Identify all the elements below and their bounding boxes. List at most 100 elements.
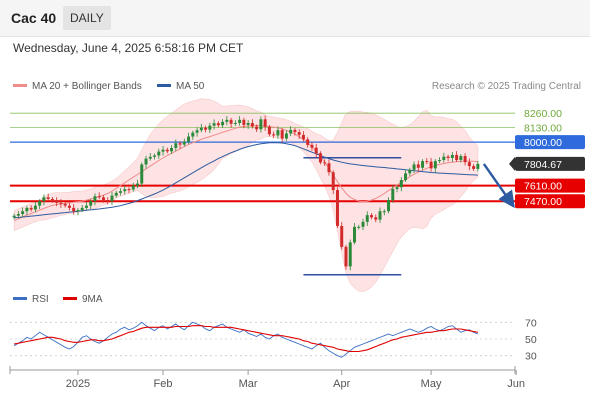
candle <box>238 116 242 126</box>
candle <box>123 185 127 195</box>
candle <box>195 127 199 137</box>
ma50-label: MA 50 <box>176 81 205 92</box>
candle <box>131 182 135 192</box>
rsi-tick-30: 30 <box>525 351 537 363</box>
candle <box>255 124 259 133</box>
candle <box>318 151 322 165</box>
candle <box>80 204 84 213</box>
candle <box>429 157 433 172</box>
candle <box>161 145 165 156</box>
x-tick-label-Feb: Feb <box>154 378 173 390</box>
candle <box>165 147 169 154</box>
candle <box>280 128 284 143</box>
bollinger-bands <box>13 98 479 292</box>
level-label-box-7470.00 <box>515 194 585 209</box>
candle <box>29 204 33 212</box>
candle <box>229 117 233 128</box>
candle <box>276 126 280 139</box>
candle <box>267 124 271 137</box>
candle <box>438 157 442 164</box>
candle <box>208 122 212 134</box>
rsi-series-9MA <box>13 325 479 353</box>
candle <box>472 164 476 171</box>
candle <box>127 187 131 194</box>
candle <box>114 190 118 198</box>
ma50-swatch <box>157 83 171 87</box>
candle <box>212 119 216 130</box>
candle <box>378 207 382 223</box>
candle <box>459 154 463 163</box>
candle <box>284 130 288 141</box>
period-badge[interactable]: DAILY <box>63 6 111 30</box>
candle <box>297 129 301 139</box>
candle <box>421 159 425 170</box>
x-tick-label-May: May <box>421 378 442 390</box>
candle <box>395 185 399 193</box>
rsi-label: RSI <box>32 294 49 305</box>
ma20-swatch <box>13 83 27 87</box>
candle <box>204 125 208 133</box>
level-label-7470.00: 7470.00 <box>524 196 562 208</box>
candle <box>119 188 122 196</box>
level-label-box-7804.67 <box>515 156 585 171</box>
rsi-ma-swatch <box>63 296 77 300</box>
candle <box>148 153 152 161</box>
candle <box>370 213 373 220</box>
candle <box>46 193 50 201</box>
timestamp: Wednesday, June 4, 2025 6:58:16 PM CET <box>13 41 244 55</box>
candle <box>467 158 471 171</box>
candle <box>246 120 250 129</box>
candle <box>455 151 459 162</box>
level-label-7804.67: 7804.67 <box>524 159 562 171</box>
candle <box>170 145 174 154</box>
candle <box>178 141 182 149</box>
candle <box>442 152 446 163</box>
candle <box>450 152 454 162</box>
candle <box>42 194 46 206</box>
candle <box>404 169 408 183</box>
candle <box>38 199 42 209</box>
candle <box>412 161 416 174</box>
candle <box>76 208 80 216</box>
candle <box>314 143 318 158</box>
level-label-8260.00: 8260.00 <box>524 108 562 120</box>
candle <box>89 199 93 209</box>
candle <box>250 119 254 129</box>
credit-text: Research © 2025 Trading Central <box>431 81 581 92</box>
candle <box>50 196 54 203</box>
rsi-ma-label: 9MA <box>82 294 103 305</box>
candle <box>335 187 339 228</box>
candle <box>382 209 386 216</box>
candle <box>476 161 480 172</box>
candle <box>310 142 314 152</box>
level-label-8000.00: 8000.00 <box>524 137 562 149</box>
candle <box>55 197 59 207</box>
candle <box>408 167 412 177</box>
time-axis: 2025 Feb Mar Apr May Jun <box>9 366 525 390</box>
candle <box>72 204 76 215</box>
candle <box>216 121 220 128</box>
candle <box>182 138 186 147</box>
candle <box>153 153 157 160</box>
candles <box>12 115 515 271</box>
last-price-pointer <box>509 156 515 171</box>
rsi-tick-70: 70 <box>525 317 537 329</box>
candle <box>16 211 20 219</box>
legend-ma20: MA 20 + Bollinger Bands <box>13 81 142 92</box>
candle <box>289 126 293 137</box>
candle <box>144 155 148 169</box>
candle <box>301 131 305 142</box>
ma20-label: MA 20 + Bollinger Bands <box>32 81 142 92</box>
candle <box>323 159 327 166</box>
x-tick-label-Mar: Mar <box>239 378 258 390</box>
candle <box>387 197 391 214</box>
candle <box>361 218 365 231</box>
legend-ma50: MA 50 <box>157 81 204 92</box>
candle <box>84 201 88 211</box>
candle <box>327 159 331 176</box>
candle <box>348 239 352 271</box>
level-label-box-7610.00 <box>515 178 585 193</box>
level-label-box-8000.00 <box>515 135 585 150</box>
candle <box>101 195 105 203</box>
candle <box>225 116 229 126</box>
